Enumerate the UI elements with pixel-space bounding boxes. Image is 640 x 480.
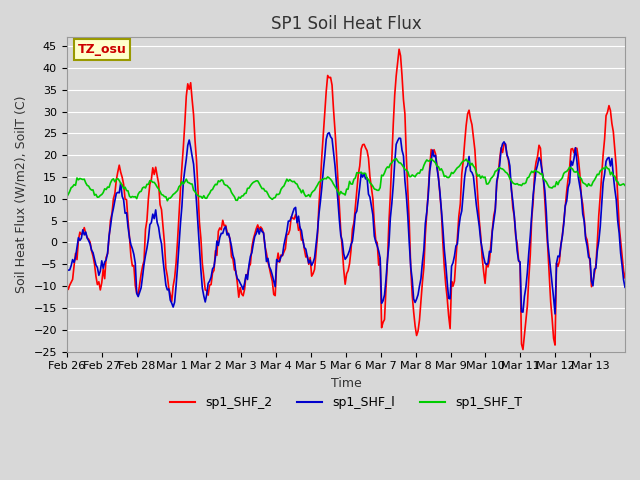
sp1_SHF_T [464,159,472,165]
sp1_SHF_2 [350,220,358,226]
sp1_SHF_l [462,165,470,170]
Text: TZ_osu: TZ_osu [78,43,127,56]
sp1_SHF_l [82,229,90,235]
sp1_SHF_T [621,182,629,188]
sp1_SHF_2 [462,123,470,129]
Y-axis label: Soil Heat Flux (W/m2), SoilT (C): Soil Heat Flux (W/m2), SoilT (C) [15,96,28,293]
sp1_SHF_T [163,198,171,204]
sp1_SHF_2 [99,266,107,272]
sp1_SHF_T [392,156,400,161]
sp1_SHF_T [99,190,107,195]
Title: SP1 Soil Heat Flux: SP1 Soil Heat Flux [271,15,421,33]
sp1_SHF_2 [620,268,627,274]
sp1_SHF_l [63,268,70,274]
Legend: sp1_SHF_2, sp1_SHF_l, sp1_SHF_T: sp1_SHF_2, sp1_SHF_l, sp1_SHF_T [165,391,527,414]
sp1_SHF_T [620,181,627,187]
sp1_SHF_T [63,194,70,200]
X-axis label: Time: Time [330,377,361,390]
sp1_SHF_2 [63,282,70,288]
Line: sp1_SHF_2: sp1_SHF_2 [67,49,625,349]
sp1_SHF_l [99,265,107,271]
sp1_SHF_l [545,253,553,259]
Line: sp1_SHF_T: sp1_SHF_T [67,158,625,201]
sp1_SHF_l [621,284,629,290]
sp1_SHF_2 [621,275,629,281]
sp1_SHF_T [351,175,359,181]
sp1_SHF_2 [396,47,403,52]
sp1_SHF_l [351,211,359,217]
sp1_SHF_l [325,130,333,135]
sp1_SHF_l [620,277,627,283]
Line: sp1_SHF_l: sp1_SHF_l [67,132,625,314]
sp1_SHF_2 [547,299,554,305]
sp1_SHF_T [82,180,90,186]
sp1_SHF_2 [82,231,90,237]
sp1_SHF_l [551,311,559,317]
sp1_SHF_T [547,185,554,191]
sp1_SHF_2 [519,347,527,352]
